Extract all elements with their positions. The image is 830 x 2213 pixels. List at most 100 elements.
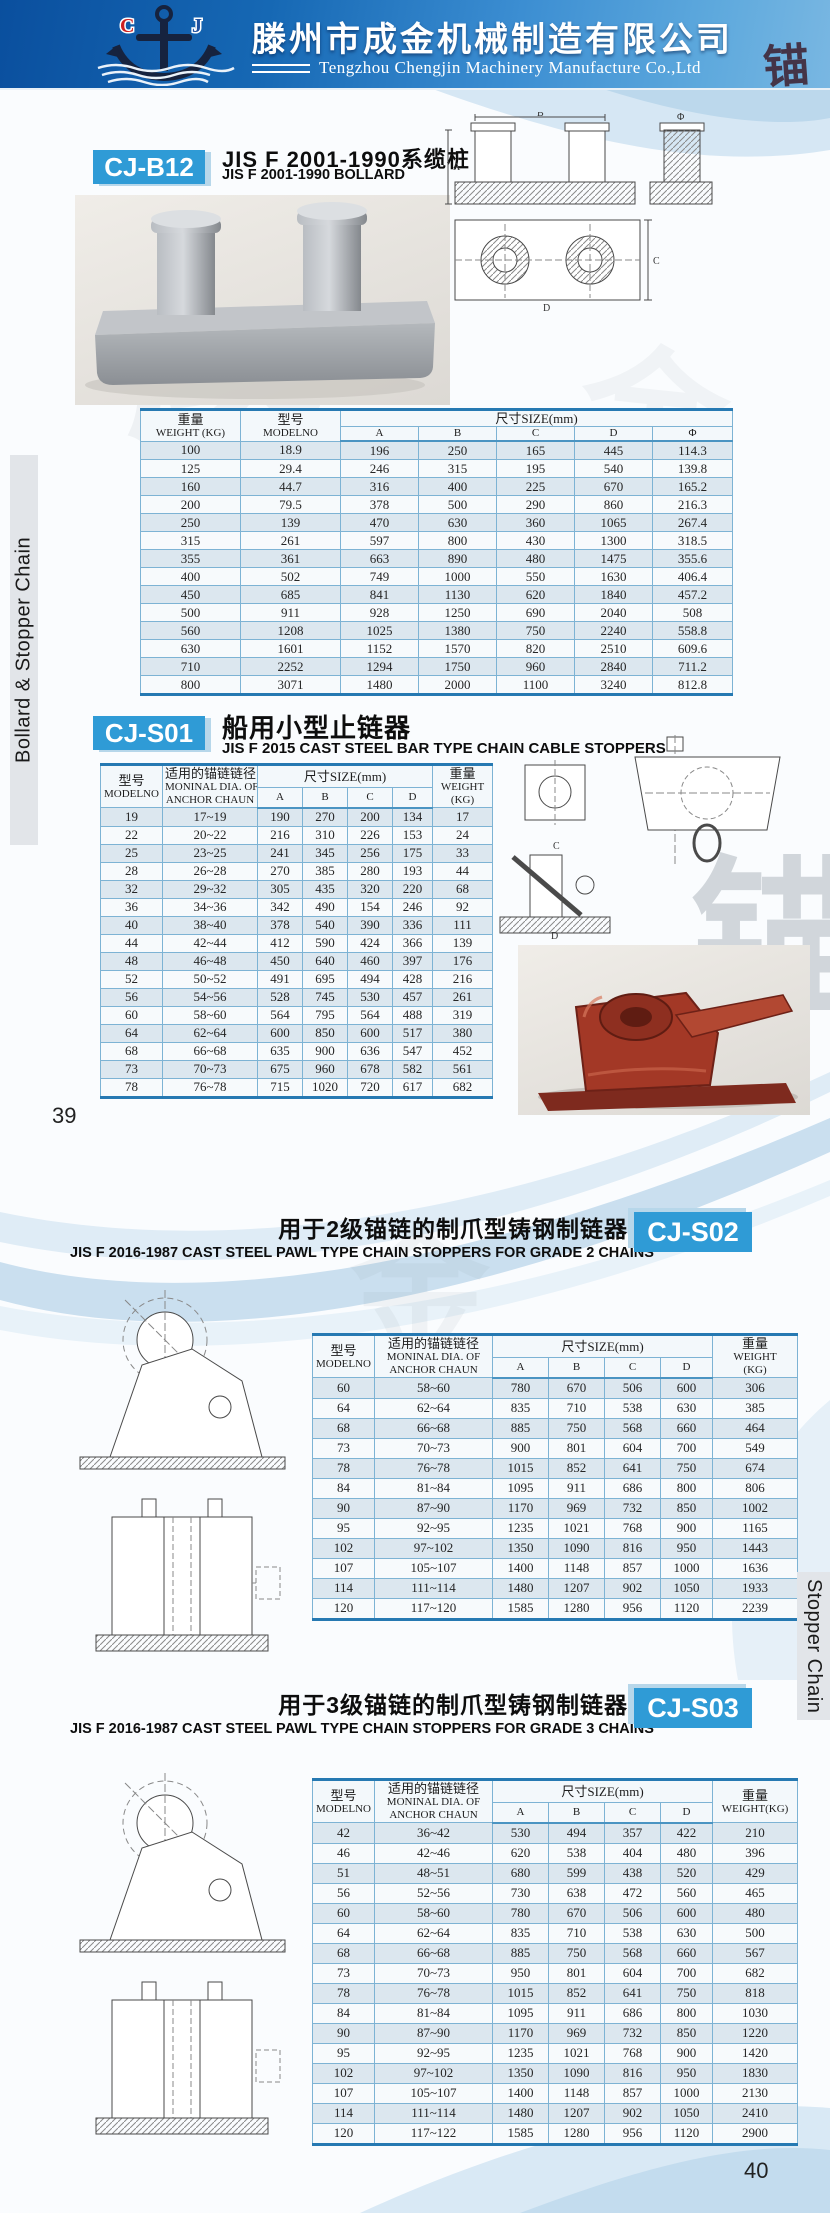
table-cell: 79.5 bbox=[240, 495, 341, 514]
table-cell: 70~73 bbox=[162, 1059, 258, 1079]
table-cell: 801 bbox=[548, 1962, 605, 1984]
cj-s03-technical-drawing bbox=[79, 1773, 286, 2135]
table-cell: 490 bbox=[302, 897, 348, 917]
table-cell: 520 bbox=[659, 1862, 714, 1884]
table-cell: 1570 bbox=[418, 639, 497, 658]
table-cell: 2252 bbox=[240, 657, 341, 676]
table-cell: 315 bbox=[418, 459, 497, 478]
page-header: C J 滕州市成金机械制造有限公司 Tengzhou Chengjin Mach… bbox=[0, 0, 830, 94]
col-header-size: 尺寸SIZE(mm) bbox=[491, 1778, 714, 1804]
table-cell: 800 bbox=[659, 1477, 714, 1499]
table-row: 64 62~64 835 710 538 630 385 bbox=[312, 1397, 799, 1419]
table-cell: 1250 bbox=[418, 603, 497, 622]
table-cell: 1120 bbox=[659, 2122, 714, 2145]
table-cell: 1475 bbox=[574, 549, 653, 568]
table-cell: 2000 bbox=[418, 675, 497, 695]
table-cell: 46~48 bbox=[162, 951, 258, 971]
table-cell: 29~32 bbox=[162, 879, 258, 899]
table-cell: 25 bbox=[100, 843, 163, 863]
table-cell: 216 bbox=[432, 969, 494, 989]
table-cell: 58~60 bbox=[374, 1902, 493, 1924]
table-cell: 225 bbox=[496, 477, 575, 496]
col-header-weight: 重量 WEIGHT (KG) bbox=[712, 1334, 799, 1378]
col-header-c: C bbox=[347, 787, 393, 809]
col-header-model: 型号 MODELNO bbox=[100, 764, 163, 808]
table-cell: 780 bbox=[492, 1902, 549, 1924]
table-cell: 316 bbox=[340, 477, 419, 496]
table-cell: 582 bbox=[391, 1059, 434, 1079]
table-cell: 730 bbox=[492, 1882, 549, 1904]
table-cell: 3240 bbox=[574, 675, 653, 695]
table-cell: 17~19 bbox=[162, 807, 258, 827]
table-cell: 902 bbox=[604, 1577, 661, 1599]
table-cell: 540 bbox=[574, 459, 653, 478]
table-row: 78 76~78 1015 852 641 750 818 bbox=[312, 1982, 799, 2004]
table-cell: 508 bbox=[651, 603, 734, 622]
table-cell: 216 bbox=[257, 825, 303, 845]
table-cell: 117~120 bbox=[374, 1597, 493, 1620]
table-row: 800 3071 1480 2000 1100 3240 812.8 bbox=[140, 675, 734, 695]
table-row: 60 58~60 780 670 506 600 306 bbox=[312, 1377, 799, 1399]
table-cell: 81~84 bbox=[374, 2002, 493, 2024]
table-cell: 835 bbox=[492, 1397, 549, 1419]
table-cell: 1585 bbox=[492, 1597, 549, 1620]
table-cell: 749 bbox=[340, 567, 419, 586]
section-title-cj-s01: 船用小型止链器 bbox=[222, 713, 412, 743]
table-cell: 2239 bbox=[712, 1597, 799, 1620]
table-cell: 1750 bbox=[418, 657, 497, 676]
table-cell: 50~52 bbox=[162, 969, 258, 989]
table-cell: 795 bbox=[302, 1005, 348, 1025]
table-cell: 538 bbox=[604, 1922, 661, 1944]
table-cell: 290 bbox=[496, 495, 575, 514]
table-cell: 950 bbox=[659, 1537, 714, 1559]
col-header-chain-dia: 适用的锚链链径 MONINAL DIA. OF ANCHOR CHAUN bbox=[162, 764, 258, 808]
table-cell: 428 bbox=[391, 969, 434, 989]
table-cell: 107 bbox=[312, 1557, 375, 1579]
table-cell: 902 bbox=[604, 2102, 661, 2124]
table-cell: 564 bbox=[347, 1005, 393, 1025]
table-cell: 857 bbox=[604, 1557, 661, 1579]
table-cell: 494 bbox=[347, 969, 393, 989]
table-cell: 139.8 bbox=[651, 459, 734, 478]
table-cell: 900 bbox=[492, 1437, 549, 1459]
table-cell: 675 bbox=[257, 1059, 303, 1079]
table-cell: 42~44 bbox=[162, 933, 258, 953]
table-cell: 102 bbox=[312, 1537, 375, 1559]
table-cell: 2900 bbox=[712, 2122, 799, 2145]
header-corner-calligraphy: 锚 bbox=[761, 38, 811, 94]
col-header-c: C bbox=[604, 1802, 661, 1824]
table-row: 90 87~90 1170 969 732 850 1002 bbox=[312, 1497, 799, 1519]
cj-s01-technical-drawing: C D bbox=[499, 735, 781, 940]
table-cell: 1148 bbox=[548, 2082, 605, 2104]
table-cell: 81~84 bbox=[374, 1477, 493, 1499]
col-header-chain-dia: 适用的锚链链径 MONINAL DIA. OF ANCHOR CHAUN bbox=[374, 1334, 493, 1378]
table-cell: 1208 bbox=[240, 621, 341, 640]
table-cell: 92~95 bbox=[374, 2042, 493, 2064]
table-cell: 310 bbox=[302, 825, 348, 845]
col-header-size: 尺寸SIZE(mm) bbox=[256, 763, 434, 789]
table-cell: 58~60 bbox=[162, 1005, 258, 1025]
table-cell: 950 bbox=[659, 2062, 714, 2084]
table-row: 28 26~28 270 385 280 193 44 bbox=[100, 861, 494, 881]
table-cell: 600 bbox=[347, 1023, 393, 1043]
table-cell: 850 bbox=[659, 2022, 714, 2044]
col-header-weight: 重量 WEIGHT (KG) bbox=[432, 764, 494, 808]
table-cell: 68 bbox=[312, 1942, 375, 1964]
table-cell: 46 bbox=[312, 1842, 375, 1864]
table-cell: 732 bbox=[604, 1497, 661, 1519]
table-cell: 1380 bbox=[418, 621, 497, 640]
table-cell: 480 bbox=[712, 1902, 799, 1924]
table-cell: 450 bbox=[140, 585, 241, 604]
section-title-cj-b12: JIS F 2001-1990系缆桩 bbox=[222, 147, 470, 172]
table-cell: 87~90 bbox=[374, 2022, 493, 2044]
table-cell: 850 bbox=[302, 1023, 348, 1043]
table-cell: 76~78 bbox=[374, 1457, 493, 1479]
table-cell: 200 bbox=[347, 807, 393, 827]
table-cell: 568 bbox=[604, 1417, 661, 1439]
col-header-b: B bbox=[548, 1802, 605, 1824]
table-cell: 42~46 bbox=[374, 1842, 493, 1864]
table-cell: 320 bbox=[347, 879, 393, 899]
col-header-a: A bbox=[492, 1802, 549, 1824]
table-cell: 190 bbox=[257, 807, 303, 827]
table-cell: 674 bbox=[712, 1457, 799, 1479]
